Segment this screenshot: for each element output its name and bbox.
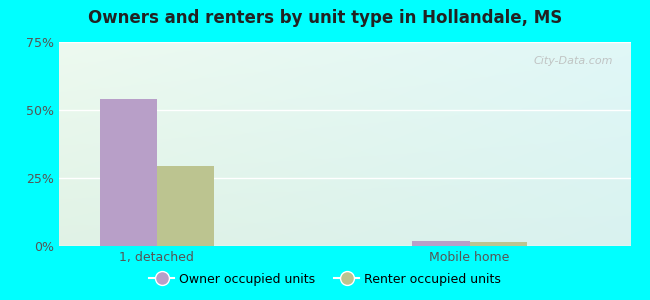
Legend: Owner occupied units, Renter occupied units: Owner occupied units, Renter occupied un… — [144, 268, 506, 291]
Bar — [157, 166, 214, 246]
Text: Owners and renters by unit type in Hollandale, MS: Owners and renters by unit type in Holla… — [88, 9, 562, 27]
Text: City-Data.com: City-Data.com — [534, 56, 614, 66]
Bar — [412, 241, 469, 246]
Bar — [469, 242, 527, 246]
Bar — [99, 99, 157, 246]
